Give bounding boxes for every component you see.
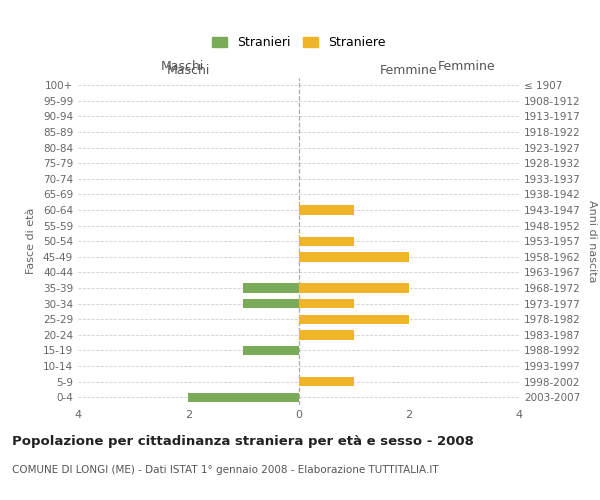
Text: COMUNE DI LONGI (ME) - Dati ISTAT 1° gennaio 2008 - Elaborazione TUTTITALIA.IT: COMUNE DI LONGI (ME) - Dati ISTAT 1° gen… [12,465,439,475]
Text: Popolazione per cittadinanza straniera per età e sesso - 2008: Popolazione per cittadinanza straniera p… [12,435,474,448]
Bar [299,206,353,214]
Text: Maschi: Maschi [161,60,204,72]
Text: Maschi: Maschi [167,64,210,78]
Bar [299,330,353,340]
Legend: Stranieri, Straniere: Stranieri, Straniere [207,32,390,54]
Y-axis label: Anni di nascita: Anni di nascita [587,200,597,282]
Bar [188,392,299,402]
Bar [299,236,353,246]
Text: Femmine: Femmine [380,64,437,78]
Bar [299,377,353,386]
Bar [299,284,409,292]
Bar [299,314,409,324]
Bar [299,252,409,262]
Bar [244,284,299,292]
Text: Femmine: Femmine [437,60,496,72]
Bar [299,299,353,308]
Bar [244,299,299,308]
Y-axis label: Fasce di età: Fasce di età [26,208,36,274]
Bar [244,346,299,355]
